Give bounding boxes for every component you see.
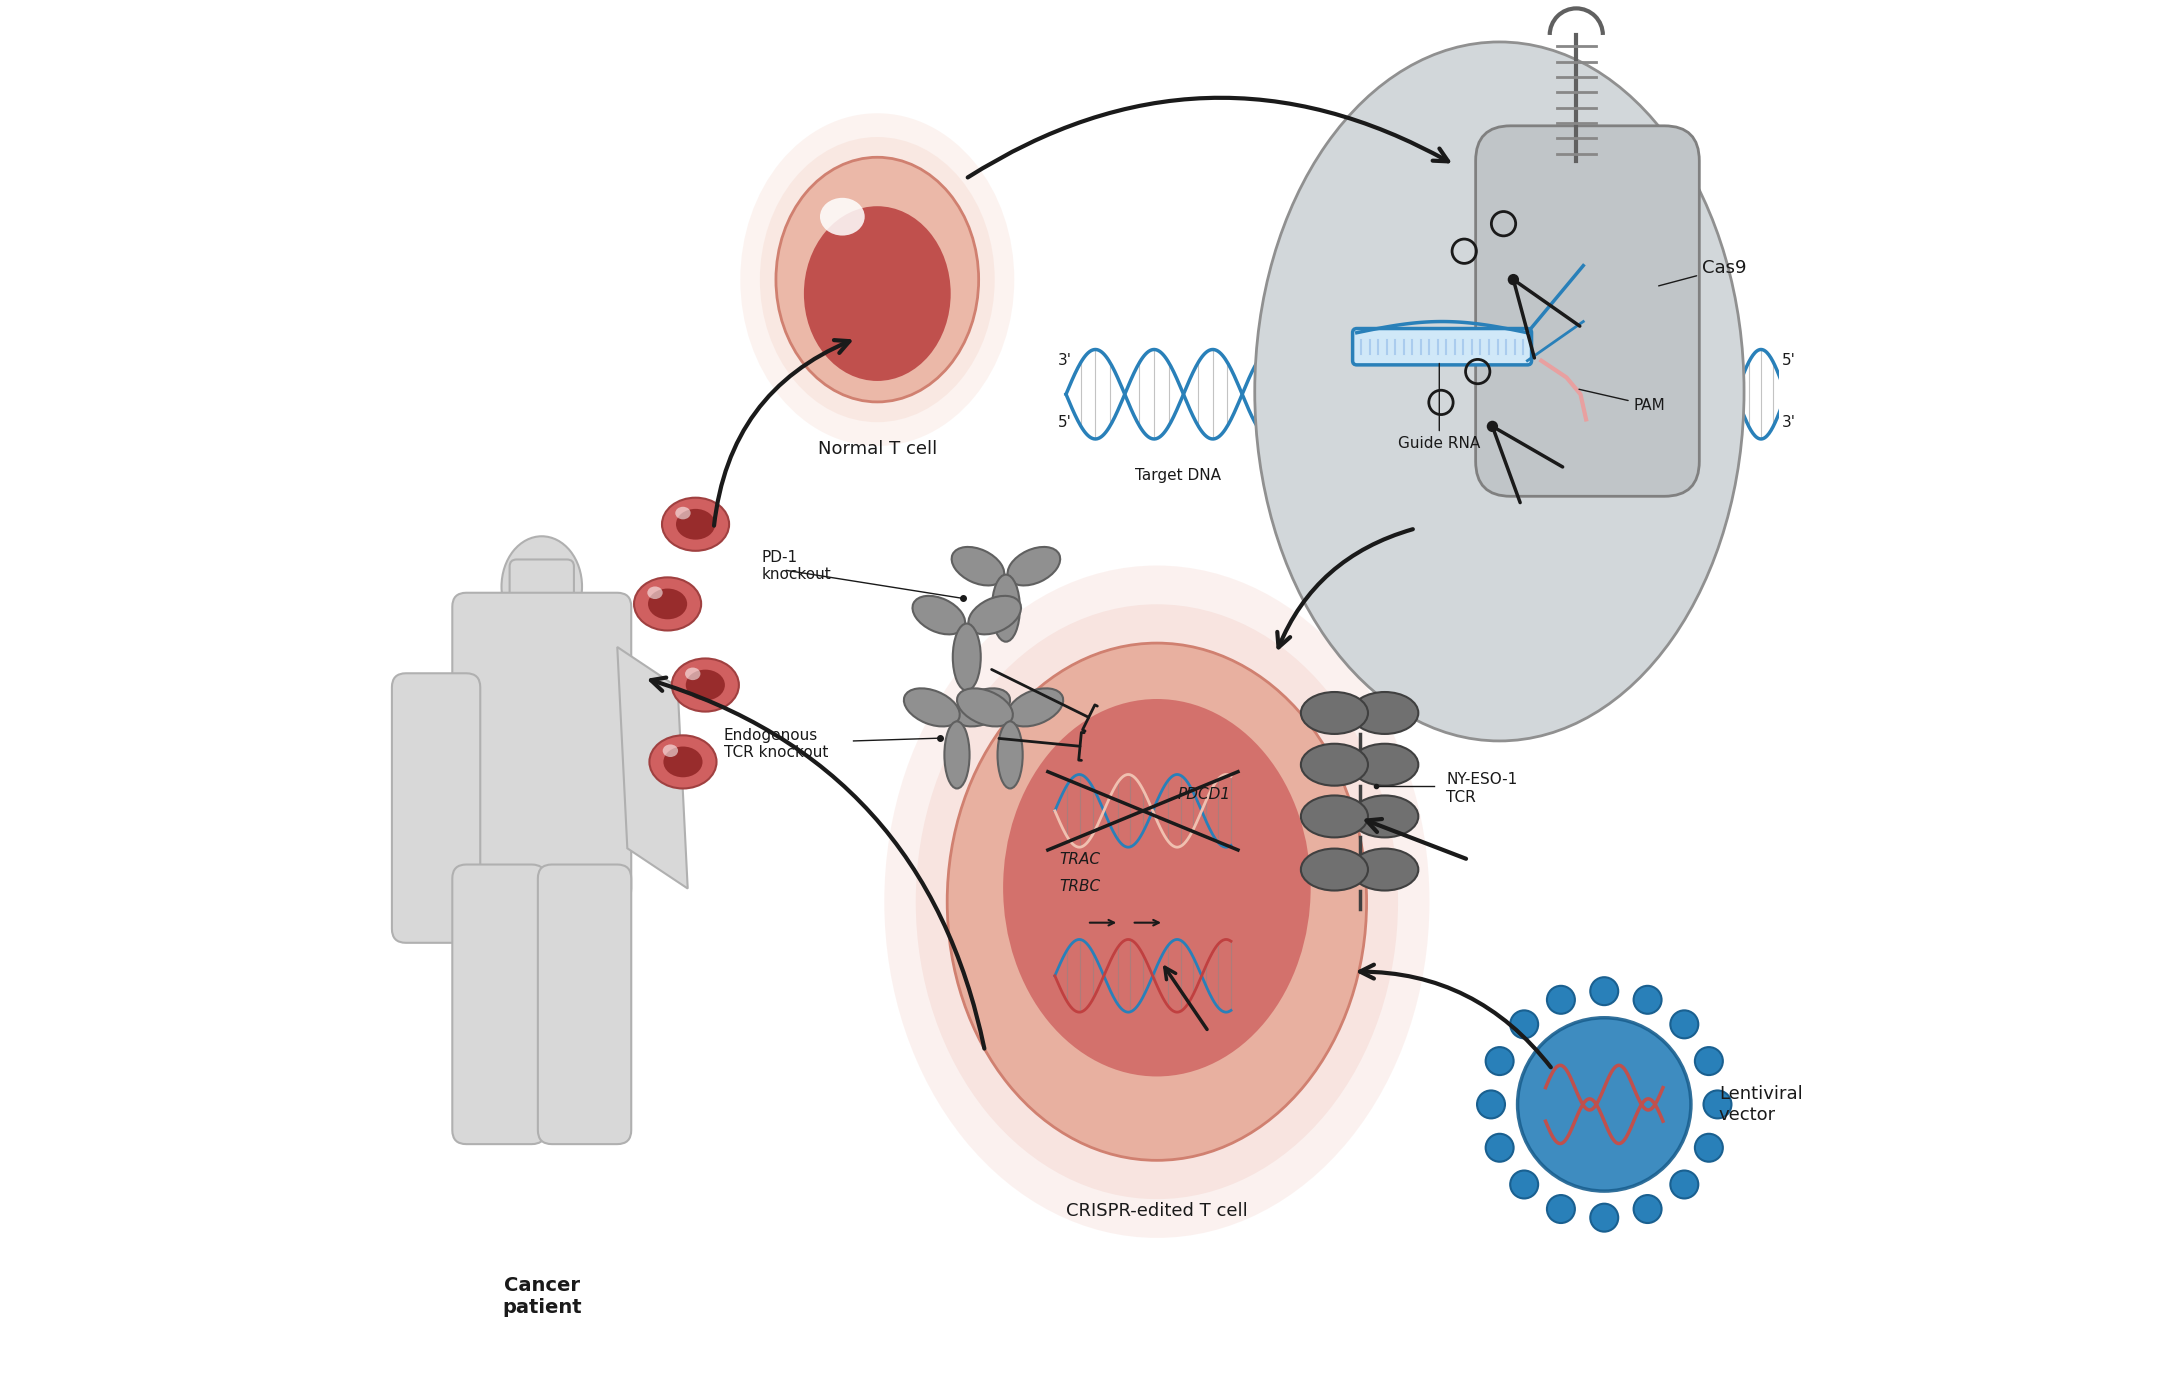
Circle shape (1670, 1011, 1698, 1039)
FancyBboxPatch shape (391, 674, 480, 942)
Circle shape (1547, 986, 1575, 1014)
Text: Cas9: Cas9 (1659, 260, 1747, 285)
Ellipse shape (955, 688, 1011, 727)
Ellipse shape (775, 157, 978, 403)
Ellipse shape (948, 643, 1367, 1160)
Text: 5': 5' (1058, 415, 1071, 429)
Ellipse shape (953, 624, 981, 691)
Polygon shape (618, 647, 687, 889)
Ellipse shape (804, 206, 950, 380)
Ellipse shape (676, 506, 691, 520)
FancyBboxPatch shape (1352, 329, 1531, 365)
Text: Endogenous
TCR knockout: Endogenous TCR knockout (724, 727, 827, 761)
Circle shape (1590, 1204, 1618, 1232)
Text: TRBC: TRBC (1058, 879, 1102, 893)
Circle shape (1696, 1134, 1724, 1162)
FancyBboxPatch shape (510, 559, 575, 644)
Ellipse shape (676, 509, 715, 540)
Ellipse shape (663, 747, 702, 777)
Circle shape (1547, 1195, 1575, 1223)
Ellipse shape (1300, 795, 1367, 837)
FancyBboxPatch shape (1475, 126, 1700, 496)
Ellipse shape (661, 498, 730, 551)
Ellipse shape (501, 537, 581, 637)
Ellipse shape (883, 565, 1430, 1239)
Ellipse shape (1352, 692, 1419, 734)
FancyBboxPatch shape (451, 593, 631, 903)
Ellipse shape (1300, 849, 1367, 891)
Circle shape (1510, 1170, 1538, 1198)
Text: Cancer
patient: Cancer patient (501, 1276, 581, 1317)
FancyBboxPatch shape (538, 864, 631, 1144)
Text: 3': 3' (1058, 354, 1071, 368)
Text: 3': 3' (1782, 415, 1795, 429)
Circle shape (1696, 1047, 1724, 1075)
Ellipse shape (912, 596, 966, 635)
Ellipse shape (635, 577, 702, 630)
Ellipse shape (821, 197, 864, 236)
Circle shape (1590, 977, 1618, 1005)
Ellipse shape (1352, 744, 1419, 786)
Ellipse shape (1002, 699, 1311, 1076)
Ellipse shape (760, 137, 996, 422)
Ellipse shape (968, 596, 1022, 635)
Ellipse shape (1352, 795, 1419, 837)
Ellipse shape (648, 587, 663, 600)
Ellipse shape (1300, 744, 1367, 786)
Circle shape (1633, 1195, 1661, 1223)
Text: PD-1
knockout: PD-1 knockout (760, 549, 832, 583)
Text: PDCD1: PDCD1 (1177, 787, 1231, 801)
Ellipse shape (957, 688, 1013, 727)
Ellipse shape (1300, 692, 1367, 734)
Circle shape (1477, 1090, 1506, 1118)
Text: Target DNA: Target DNA (1134, 468, 1220, 484)
Ellipse shape (953, 547, 1004, 586)
Circle shape (1486, 421, 1499, 432)
Text: Guide RNA: Guide RNA (1398, 363, 1480, 452)
FancyBboxPatch shape (451, 864, 546, 1144)
Circle shape (1704, 1090, 1732, 1118)
Ellipse shape (1255, 42, 1743, 741)
Ellipse shape (1007, 688, 1063, 727)
Ellipse shape (685, 667, 700, 681)
Text: Normal T cell: Normal T cell (819, 440, 937, 459)
Ellipse shape (944, 721, 970, 788)
Text: TRAC: TRAC (1061, 853, 1099, 867)
Ellipse shape (1007, 547, 1061, 586)
Text: PAM: PAM (1579, 389, 1665, 412)
Text: CRISPR-edited T cell: CRISPR-edited T cell (1067, 1202, 1248, 1220)
Ellipse shape (648, 589, 687, 619)
Circle shape (1486, 1047, 1514, 1075)
Circle shape (1486, 1134, 1514, 1162)
Circle shape (1518, 1018, 1691, 1191)
Text: NY-ESO-1
TCR: NY-ESO-1 TCR (1447, 772, 1518, 805)
Circle shape (1508, 274, 1518, 285)
Ellipse shape (780, 161, 974, 398)
Ellipse shape (672, 658, 739, 712)
Text: 5': 5' (1782, 354, 1795, 368)
Ellipse shape (948, 643, 1367, 1160)
Ellipse shape (998, 721, 1022, 788)
Ellipse shape (685, 670, 726, 700)
Ellipse shape (663, 744, 678, 758)
Ellipse shape (1352, 849, 1419, 891)
Ellipse shape (650, 735, 717, 788)
Ellipse shape (916, 604, 1398, 1199)
Circle shape (1510, 1011, 1538, 1039)
Ellipse shape (903, 688, 959, 727)
Circle shape (1633, 986, 1661, 1014)
Ellipse shape (741, 113, 1015, 446)
Text: Lentiviral
vector: Lentiviral vector (1719, 1085, 1804, 1124)
Circle shape (1670, 1170, 1698, 1198)
Ellipse shape (991, 575, 1020, 642)
